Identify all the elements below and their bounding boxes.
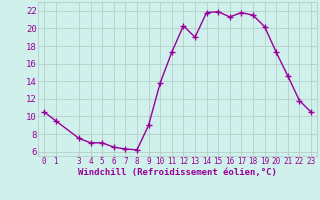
X-axis label: Windchill (Refroidissement éolien,°C): Windchill (Refroidissement éolien,°C) [78,168,277,177]
